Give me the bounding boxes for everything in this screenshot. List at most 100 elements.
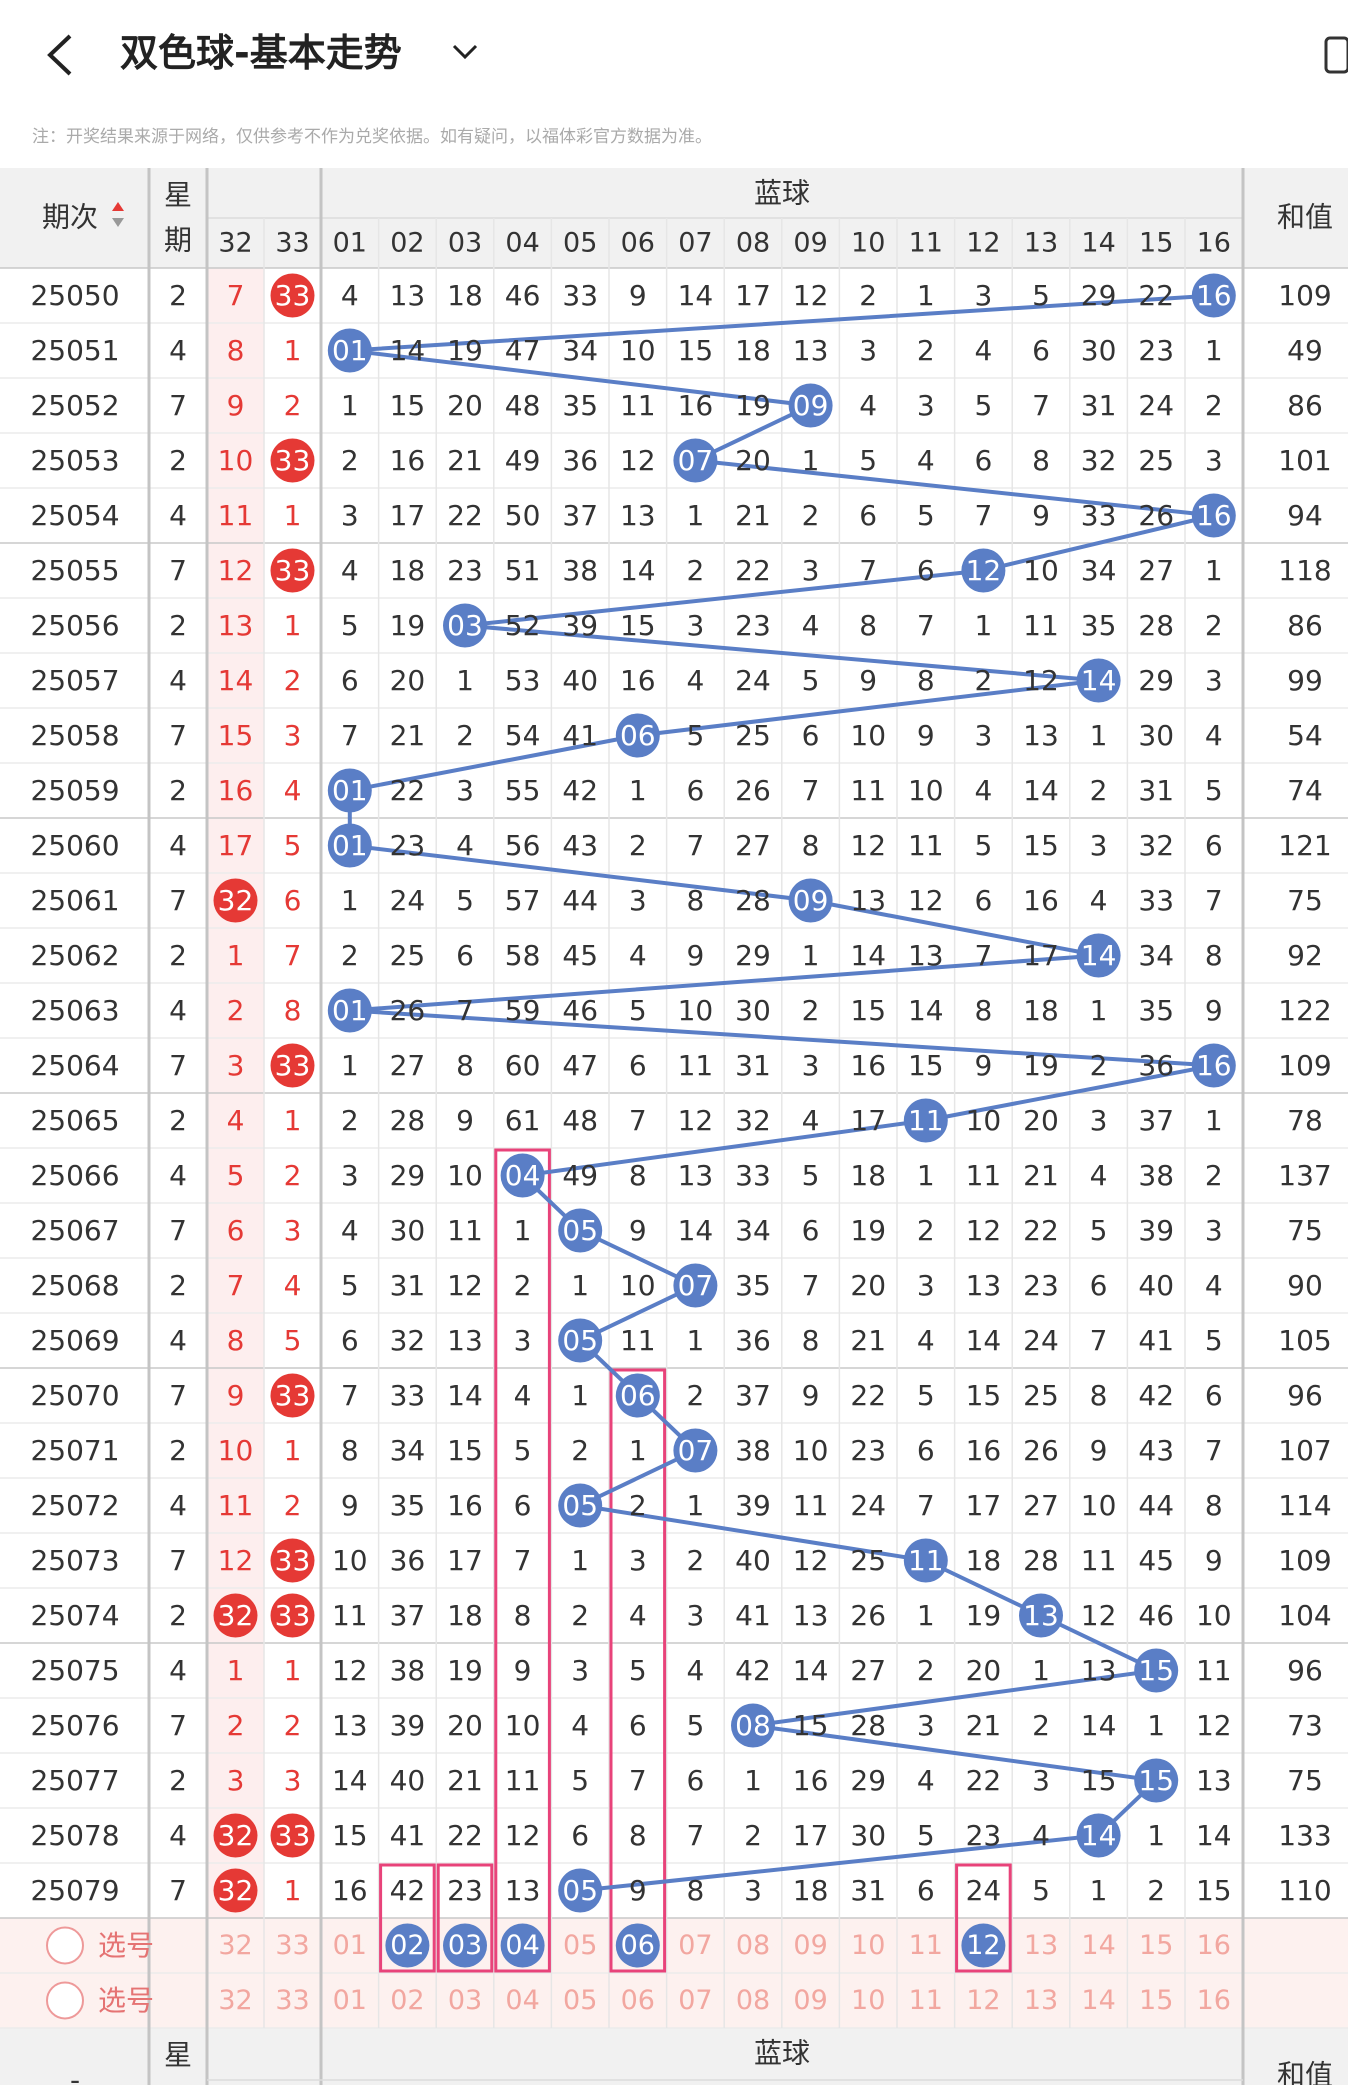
- miss-count: 1: [974, 609, 992, 642]
- miss-count: 47: [505, 334, 541, 367]
- select-number[interactable]: 12: [966, 1985, 1000, 2016]
- select-number[interactable]: 01: [333, 1985, 367, 2016]
- ball-number: 32: [218, 884, 254, 917]
- miss-count: 35: [562, 389, 598, 422]
- select-number[interactable]: 08: [736, 1985, 770, 2016]
- select-number[interactable]: 02: [390, 1930, 424, 1961]
- period: 25052: [30, 389, 119, 422]
- ball-number: 15: [1138, 1654, 1174, 1687]
- blue-group-header: 蓝球: [754, 177, 810, 210]
- miss-count: 17: [735, 279, 771, 312]
- selected-ball[interactable]: [385, 1923, 430, 1968]
- select-number[interactable]: 05: [563, 1930, 597, 1961]
- select-number[interactable]: 11: [909, 1930, 943, 1961]
- sort-down[interactable]: [112, 218, 124, 227]
- miss-count: 4: [686, 664, 704, 697]
- select-number[interactable]: 13: [1024, 1930, 1058, 1961]
- miss-count: 18: [735, 334, 771, 367]
- select-number[interactable]: 33: [275, 1930, 309, 1961]
- select-number[interactable]: 33: [275, 1985, 309, 2016]
- select-number[interactable]: 12: [966, 1930, 1000, 1961]
- select-number[interactable]: 14: [1081, 1930, 1115, 1961]
- select-number[interactable]: 03: [448, 1930, 482, 1961]
- selected-ball[interactable]: [443, 1923, 487, 1968]
- select-number[interactable]: 07: [678, 1930, 712, 1961]
- select-number[interactable]: 16: [1197, 1985, 1231, 2016]
- device-icon[interactable]: [1324, 36, 1348, 74]
- miss-count: 23: [735, 609, 771, 642]
- select-number[interactable]: 02: [390, 1985, 424, 2016]
- miss-count: 11: [1196, 1654, 1232, 1687]
- miss-count: 7: [974, 499, 992, 532]
- sum: 137: [1278, 1159, 1331, 1192]
- select-number[interactable]: 06: [621, 1930, 655, 1961]
- miss-count: 10: [678, 994, 714, 1027]
- select-label[interactable]: 选号: [98, 1929, 154, 1962]
- select-number[interactable]: 07: [678, 1985, 712, 2016]
- miss-count: 7: [686, 829, 704, 862]
- miss-count: 16: [620, 664, 656, 697]
- miss-count: 13: [793, 1599, 829, 1632]
- select-radio[interactable]: [46, 1981, 84, 2020]
- sum: 110: [1278, 1874, 1331, 1907]
- select-number[interactable]: 01: [333, 1930, 367, 1961]
- blue-col-header: 15: [1139, 228, 1173, 259]
- select-radio[interactable]: [46, 1926, 84, 1965]
- select-number[interactable]: 05: [563, 1985, 597, 2016]
- miss-count: 10: [218, 1434, 254, 1467]
- weekday: 4: [169, 1819, 187, 1852]
- back-button[interactable]: [47, 34, 72, 76]
- select-number[interactable]: 10: [851, 1985, 885, 2016]
- selected-ball[interactable]: [615, 1923, 660, 1968]
- ball-number: 05: [562, 1489, 598, 1522]
- miss-count: 8: [629, 1159, 647, 1192]
- miss-count: 36: [1138, 1049, 1174, 1082]
- miss-count: 1: [571, 1379, 589, 1412]
- select-number[interactable]: 06: [621, 1985, 655, 2016]
- select-number[interactable]: 04: [505, 1985, 539, 2016]
- selected-ball[interactable]: [961, 1923, 1006, 1968]
- sum: 107: [1278, 1434, 1331, 1467]
- miss-count: 2: [284, 1489, 302, 1522]
- miss-count: 20: [390, 664, 426, 697]
- dropdown[interactable]: [452, 44, 478, 60]
- miss-count: 25: [390, 939, 426, 972]
- sort-up[interactable]: [112, 202, 124, 211]
- miss-count: 41: [1138, 1324, 1174, 1357]
- select-number[interactable]: 08: [736, 1930, 770, 1961]
- weekday: 7: [169, 1379, 187, 1412]
- select-number[interactable]: 13: [1024, 1985, 1058, 2016]
- select-number[interactable]: 32: [218, 1985, 252, 2016]
- select-number[interactable]: 04: [505, 1930, 539, 1961]
- miss-count: 12: [1196, 1709, 1232, 1742]
- miss-count: 8: [802, 1324, 820, 1357]
- select-label[interactable]: 选号: [98, 1984, 154, 2017]
- miss-count: 15: [390, 389, 426, 422]
- miss-count: 10: [850, 719, 886, 752]
- miss-count: 14: [678, 279, 714, 312]
- blue-col-header: 10: [851, 228, 885, 259]
- select-number[interactable]: 14: [1081, 1985, 1115, 2016]
- miss-count: 1: [917, 1599, 935, 1632]
- select-number[interactable]: 11: [909, 1985, 943, 2016]
- select-number[interactable]: 15: [1139, 1985, 1173, 2016]
- sum-header: 和值: [1277, 201, 1333, 234]
- miss-count: 1: [284, 499, 302, 532]
- ball-number: 32: [218, 1874, 254, 1907]
- select-number[interactable]: 03: [448, 1985, 482, 2016]
- blue-ball: [1134, 1648, 1179, 1693]
- select-number[interactable]: 15: [1139, 1930, 1173, 1961]
- select-number[interactable]: 10: [851, 1930, 885, 1961]
- miss-count: 6: [802, 719, 820, 752]
- miss-count: 3: [917, 389, 935, 422]
- miss-count: 6: [1205, 1379, 1223, 1412]
- selected-ball[interactable]: [500, 1923, 545, 1968]
- select-number[interactable]: 09: [793, 1930, 827, 1961]
- miss-count: 13: [793, 334, 829, 367]
- select-number[interactable]: 09: [793, 1985, 827, 2016]
- select-number[interactable]: 32: [218, 1930, 252, 1961]
- select-number[interactable]: 16: [1197, 1930, 1231, 1961]
- sum: 109: [1278, 1544, 1331, 1577]
- miss-count: 12: [505, 1819, 541, 1852]
- miss-count: 16: [390, 444, 426, 477]
